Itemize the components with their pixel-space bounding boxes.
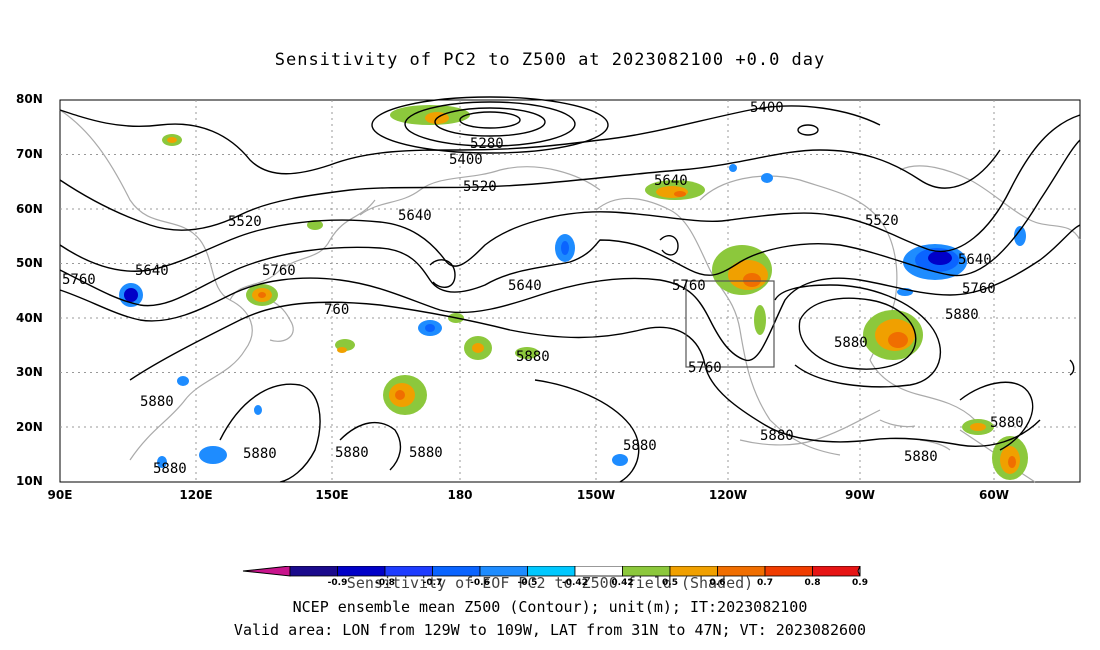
contour-label: 5880 [623, 438, 657, 454]
lon-label: 90W [845, 488, 875, 502]
shaded-patches [119, 105, 1028, 480]
lon-label: 90E [47, 488, 73, 502]
contour-label: 5880 [516, 349, 550, 365]
gridlines [60, 100, 1080, 482]
contour-label: 5400 [449, 152, 483, 168]
contour-label: 5880 [153, 461, 187, 477]
lat-label: 70N [16, 147, 43, 161]
lat-label: 80N [16, 92, 43, 106]
contour-label: 5640 [508, 278, 542, 294]
contour-label: 5880 [990, 415, 1024, 431]
contour-label: 5760 [62, 272, 96, 288]
lat-label: 40N [16, 311, 43, 325]
contour-label-group: 5280 5400 5400 5520 5520 5520 5640 5640 … [62, 100, 1024, 477]
lon-label: 150W [576, 488, 616, 502]
colorbar-tick-label: 0.42 [611, 578, 634, 588]
contour-label: 5880 [335, 445, 369, 461]
contour-label: 5640 [135, 263, 169, 279]
colorbar-tick-label: -0.42 [562, 578, 588, 588]
contour-label: 5880 [409, 445, 443, 461]
contour-label: 5640 [398, 208, 432, 224]
colorbar-tick-label: -0.7 [422, 578, 443, 588]
valid-area-box [685, 280, 775, 368]
lat-label: 10N [16, 474, 43, 488]
lat-label: 60N [16, 202, 43, 216]
contour-label: 5280 [470, 136, 504, 152]
contour-label: 5640 [654, 173, 688, 189]
colorbar [242, 566, 861, 577]
colorbar-end-right [857, 566, 861, 577]
footer-line-1: NCEP ensemble mean Z500 (Contour); unit(… [292, 598, 808, 616]
contour-label: 5880 [945, 307, 979, 323]
colorbar-tick-label: 0.7 [757, 578, 773, 588]
lon-label: 120E [179, 488, 213, 502]
contour-label: 5760 [688, 360, 722, 376]
colorbar-caption: Sensitivity of EOF PC2 to Z500 field (Sh… [346, 574, 754, 592]
contour-label: 5880 [834, 335, 868, 351]
contour-label: 5400 [750, 100, 784, 116]
contour-label: 5760 [672, 278, 706, 294]
lon-label: 150E [315, 488, 349, 502]
colorbar-tick-label: 0.5 [662, 578, 678, 588]
lon-label: 60W [979, 488, 1009, 502]
contour-label: 5880 [760, 428, 794, 444]
contour-label: 5520 [228, 214, 262, 230]
colorbar-tick-label: 0.8 [804, 578, 821, 588]
lat-label: 20N [16, 420, 43, 434]
footer-line-2: Valid area: LON from 129W to 109W, LAT f… [233, 621, 867, 639]
colorbar-tick-label: -0.5 [517, 578, 538, 588]
lat-label: 50N [16, 256, 43, 270]
colorbar-tick-label: -0.6 [470, 578, 490, 588]
contour-label: 5520 [463, 179, 497, 195]
contour-label: 760 [324, 302, 349, 318]
contour-label: 5640 [958, 252, 992, 268]
colorbar-tick-label: 0.6 [709, 578, 726, 588]
colorbar-tick-label: 0.9 [852, 578, 868, 588]
contour-label: 5880 [904, 449, 938, 465]
chart-title: Sensitivity of PC2 to Z500 at 2023082100… [274, 50, 826, 70]
lat-label: 30N [16, 365, 43, 379]
contour-label: 5880 [140, 394, 174, 410]
lon-label: 180 [447, 488, 473, 502]
contours [59, 96, 1081, 483]
colorbar-tick-label: -0.9 [327, 578, 348, 588]
contour-label: 5520 [865, 213, 899, 229]
contour-label: 5760 [962, 281, 996, 297]
contour-label: 5880 [243, 446, 277, 462]
colorbar-tick-label: -0.8 [375, 578, 395, 588]
lon-label: 120W [708, 488, 748, 502]
contour-label: 5760 [262, 263, 296, 279]
map-frame [59, 99, 1081, 483]
